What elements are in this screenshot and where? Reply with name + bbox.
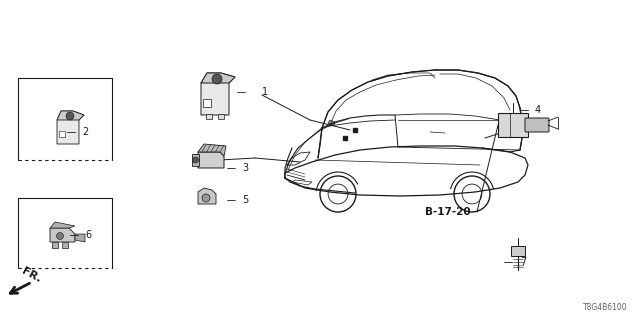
FancyBboxPatch shape (59, 131, 65, 137)
Text: 2: 2 (82, 127, 88, 137)
FancyBboxPatch shape (525, 118, 549, 132)
FancyBboxPatch shape (511, 246, 525, 256)
FancyBboxPatch shape (206, 114, 212, 119)
Polygon shape (201, 73, 235, 83)
Polygon shape (498, 113, 528, 137)
Circle shape (56, 233, 63, 239)
Polygon shape (198, 152, 224, 168)
Text: 3: 3 (242, 163, 248, 173)
Circle shape (212, 74, 222, 84)
Text: B-17-20: B-17-20 (425, 207, 470, 217)
Text: T8G4B6100: T8G4B6100 (584, 303, 628, 313)
FancyBboxPatch shape (203, 99, 211, 107)
Circle shape (193, 157, 198, 163)
Text: 6: 6 (85, 230, 91, 240)
FancyBboxPatch shape (218, 114, 224, 119)
FancyBboxPatch shape (192, 154, 199, 166)
Polygon shape (201, 73, 235, 115)
Polygon shape (50, 222, 75, 228)
Text: 1: 1 (262, 87, 268, 97)
FancyBboxPatch shape (62, 242, 68, 248)
Polygon shape (57, 111, 84, 120)
Polygon shape (198, 144, 226, 156)
Polygon shape (50, 228, 75, 242)
Text: FR.: FR. (20, 266, 43, 284)
Text: 4: 4 (535, 105, 541, 115)
Polygon shape (198, 188, 216, 204)
FancyBboxPatch shape (52, 242, 58, 248)
Circle shape (66, 112, 74, 120)
Text: 7: 7 (520, 257, 526, 267)
Circle shape (202, 194, 210, 202)
Polygon shape (57, 111, 84, 144)
Polygon shape (75, 234, 85, 242)
Polygon shape (328, 120, 335, 125)
Text: 5: 5 (242, 195, 248, 205)
